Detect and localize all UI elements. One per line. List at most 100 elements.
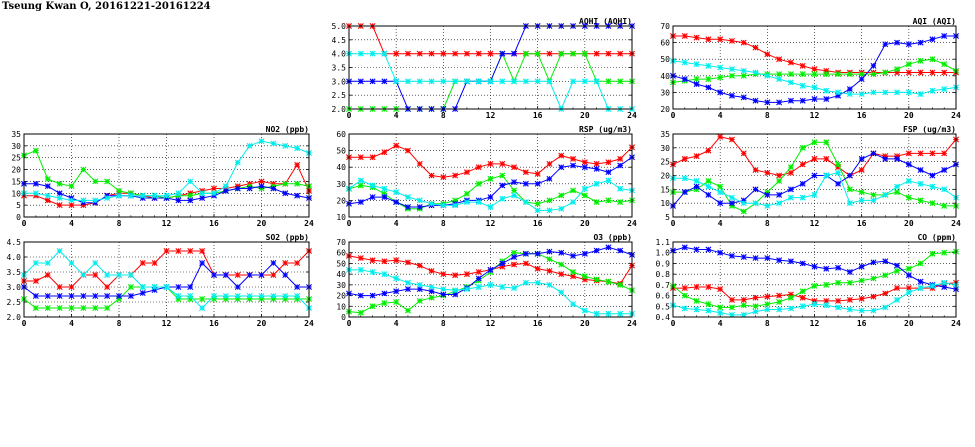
data-point-blue (681, 189, 688, 196)
data-point-cyan (905, 289, 912, 296)
data-point-red (511, 261, 518, 268)
data-point-red (941, 150, 948, 157)
data-point-red (905, 69, 912, 76)
data-point-cyan (416, 78, 423, 85)
data-point-cyan (416, 197, 423, 204)
data-point-red (499, 263, 506, 270)
data-point-green (917, 57, 924, 64)
data-point-blue (475, 275, 482, 282)
data-point-cyan (92, 260, 99, 266)
data-point-red (705, 147, 712, 154)
x-tick-label: 24 (627, 111, 637, 120)
data-point-green (752, 303, 759, 310)
data-point-red (487, 160, 494, 167)
data-point-blue (404, 204, 411, 211)
data-point-green (222, 296, 229, 302)
data-point-cyan (764, 306, 771, 313)
data-point-blue (294, 284, 301, 290)
data-point-cyan (799, 194, 806, 201)
y-tick-label: 5 (665, 213, 670, 222)
data-point-cyan (32, 190, 39, 197)
x-tick-label: 0 (347, 319, 352, 328)
data-point-red (452, 272, 459, 279)
data-point-cyan (282, 142, 289, 149)
data-point-green (705, 76, 712, 83)
panel-title: CO (ppm) (917, 233, 956, 242)
data-point-red (776, 172, 783, 179)
data-point-cyan (917, 91, 924, 98)
data-point-blue (522, 250, 529, 257)
data-point-cyan (764, 202, 771, 209)
data-point-blue (894, 39, 901, 46)
data-point-cyan (211, 190, 217, 197)
data-point-blue (787, 186, 794, 193)
x-tick-label: 20 (580, 319, 590, 328)
data-point-blue (693, 183, 700, 190)
data-point-cyan (740, 311, 747, 318)
data-point-green (511, 249, 518, 256)
data-point-red (799, 294, 806, 301)
data-point-green (728, 202, 735, 209)
series-line-blue (23, 262, 309, 297)
data-point-cyan (282, 293, 289, 299)
data-point-cyan (199, 305, 206, 311)
x-tick-label: 8 (765, 319, 770, 328)
data-point-blue (870, 150, 877, 157)
data-point-blue (823, 265, 830, 272)
data-point-green (511, 187, 518, 194)
data-point-cyan (776, 76, 783, 83)
data-point-cyan (127, 272, 134, 278)
data-point-green (546, 197, 553, 204)
x-tick-label: 0 (671, 319, 676, 328)
data-point-cyan (44, 192, 51, 199)
data-point-cyan (823, 87, 830, 94)
data-point-red (428, 172, 435, 179)
data-point-cyan (56, 248, 63, 254)
y-tick-label: 15 (660, 185, 670, 194)
data-point-cyan (294, 145, 301, 152)
data-point-red (440, 271, 447, 278)
data-point-green (546, 256, 553, 263)
data-point-cyan (187, 178, 194, 185)
data-point-blue (127, 293, 134, 299)
data-point-red (894, 285, 901, 292)
data-point-cyan (270, 140, 277, 147)
y-tick-label: 0.4 (656, 313, 671, 322)
data-point-blue (846, 172, 853, 179)
data-point-red (787, 169, 794, 176)
data-point-red (546, 160, 553, 167)
data-point-green (404, 307, 411, 314)
data-point-cyan (681, 305, 688, 312)
data-point-blue (32, 293, 39, 299)
data-point-blue (570, 252, 577, 259)
y-tick-label: 1.1 (656, 238, 671, 247)
plot-frame (23, 241, 310, 318)
data-point-green (787, 294, 794, 301)
data-point-cyan (811, 191, 818, 198)
data-point-green (858, 189, 865, 196)
data-point-blue (811, 172, 818, 179)
data-point-cyan (440, 286, 447, 293)
data-point-green (234, 296, 241, 302)
data-point-blue (740, 254, 747, 260)
data-point-blue (894, 155, 901, 162)
data-point-blue (882, 41, 889, 48)
x-tick-label: 20 (257, 219, 267, 228)
data-point-cyan (546, 281, 553, 288)
data-point-cyan (929, 282, 936, 289)
data-point-green (282, 296, 289, 302)
data-point-green (534, 200, 541, 207)
panel-title: FSP (ug/m3) (903, 125, 956, 134)
data-point-red (917, 150, 924, 157)
data-point-cyan (404, 279, 411, 286)
data-point-cyan (941, 279, 948, 286)
data-point-red (357, 255, 364, 262)
data-point-green (393, 299, 400, 305)
data-point-cyan (705, 183, 712, 190)
data-point-green (570, 187, 577, 194)
x-tick-label: 12 (162, 219, 172, 228)
data-point-green (104, 178, 111, 185)
data-point-red (534, 265, 541, 272)
x-tick-label: 8 (441, 219, 446, 228)
